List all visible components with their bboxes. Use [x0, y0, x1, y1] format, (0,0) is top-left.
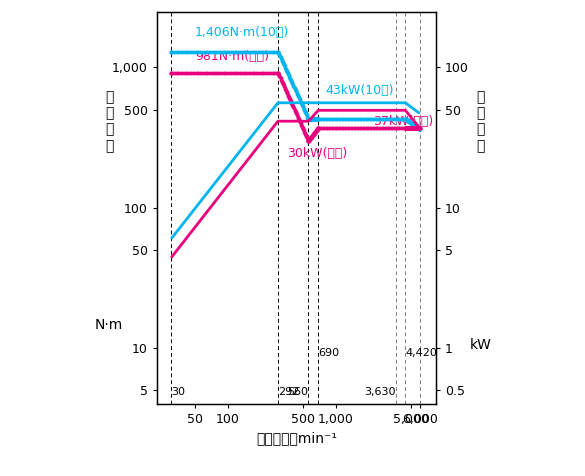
Text: 4,420: 4,420	[405, 348, 437, 358]
Text: 电
机
功
率: 电 机 功 率	[477, 90, 485, 153]
Text: 3,630: 3,630	[364, 387, 396, 397]
Text: 981N·m(连续): 981N·m(连续)	[195, 50, 269, 63]
Text: N·m: N·m	[95, 318, 123, 332]
Text: kW: kW	[470, 338, 492, 352]
X-axis label: 主轴转速　min⁻¹: 主轴转速 min⁻¹	[256, 431, 337, 445]
Text: 43kW(10分): 43kW(10分)	[325, 84, 394, 97]
Text: 主
轴
扭
矩: 主 轴 扭 矩	[105, 90, 113, 153]
Text: 37kW(连续): 37kW(连续)	[373, 115, 433, 128]
Text: 560: 560	[287, 387, 308, 397]
Text: 690: 690	[318, 348, 339, 358]
Text: 30kW(连续): 30kW(连续)	[287, 147, 347, 159]
Text: 1,406N·m(10分): 1,406N·m(10分)	[195, 26, 290, 39]
Text: 30: 30	[171, 387, 185, 397]
Text: 292: 292	[278, 387, 300, 397]
